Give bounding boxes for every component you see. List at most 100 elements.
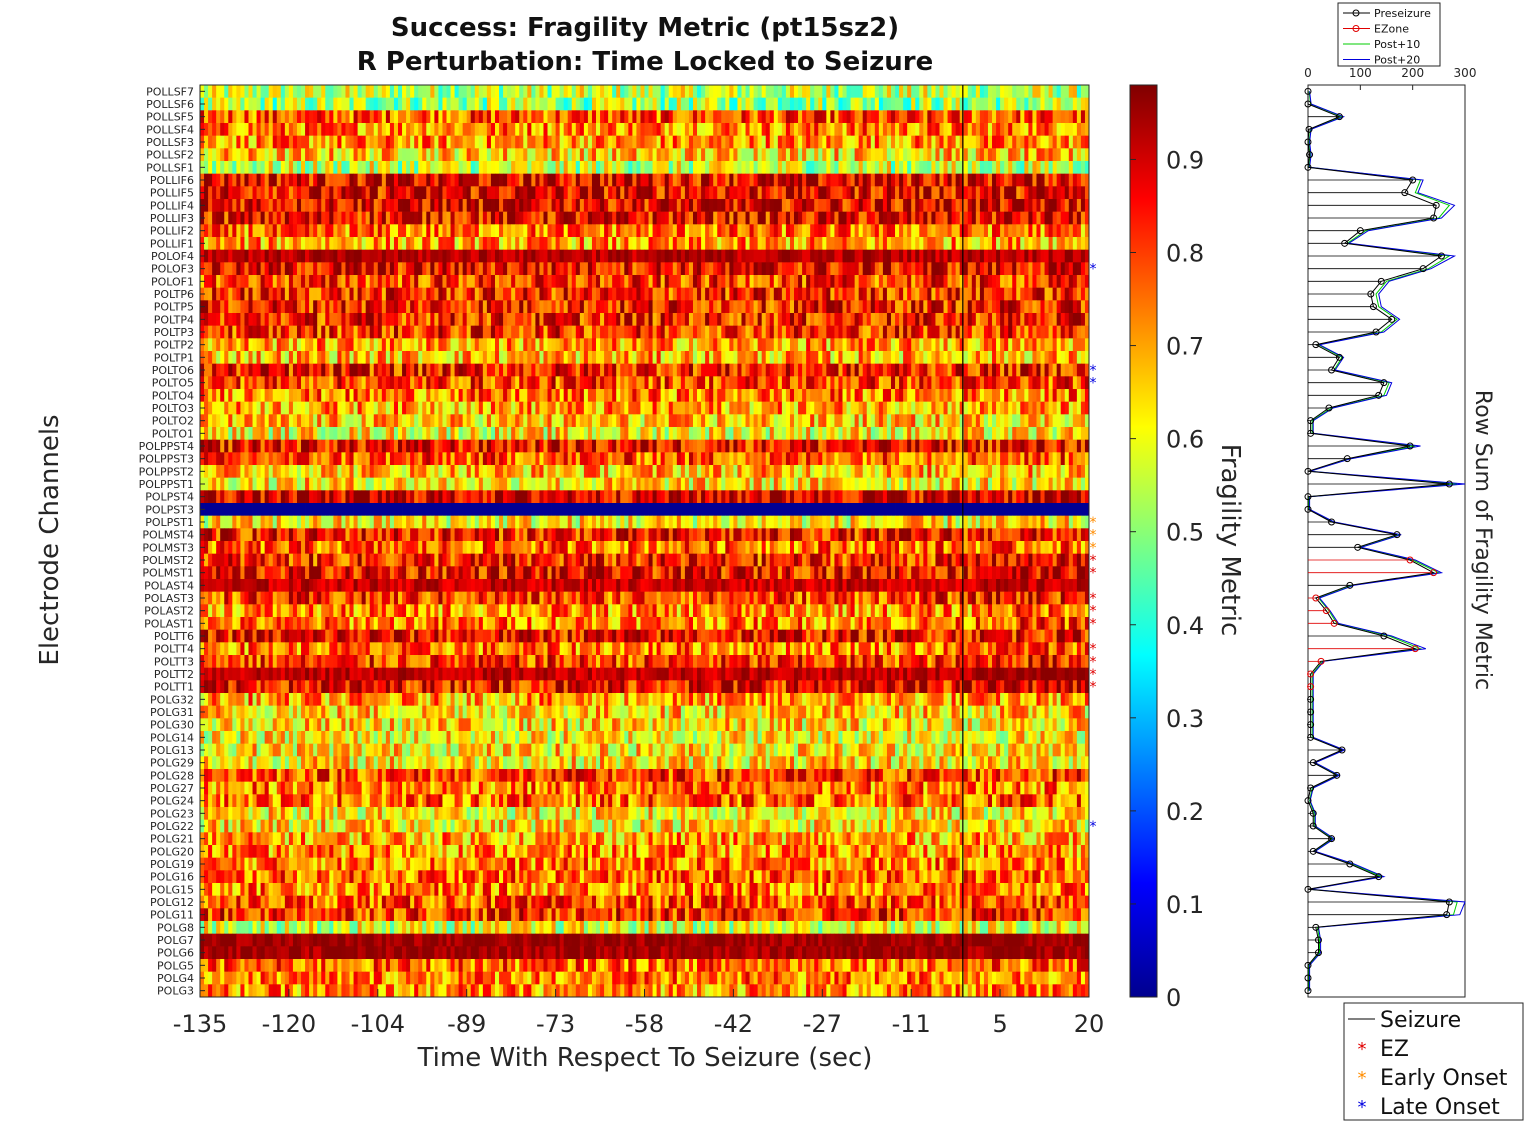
heatmap-cell (515, 300, 520, 314)
heatmap-cell (381, 186, 387, 200)
heatmap-cell (676, 85, 682, 98)
heatmap-cell (220, 161, 225, 174)
heatmap-cell (733, 135, 738, 149)
heatmap-cell (240, 262, 245, 276)
heatmap-cell (951, 237, 957, 250)
heatmap-cell (446, 300, 451, 314)
heatmap-cell (810, 351, 815, 364)
heatmap-cell (1072, 97, 1078, 111)
heatmap-cell (296, 224, 302, 238)
heatmap-cell (341, 85, 346, 98)
heatmap-cell (414, 224, 419, 238)
heatmap-cell (240, 161, 245, 174)
heatmap-cell (923, 351, 928, 364)
heatmap-cell (1072, 249, 1078, 263)
heatmap-cell (555, 351, 561, 364)
heatmap-cell (305, 110, 310, 124)
heatmap-cell (296, 211, 302, 225)
heatmap-cell (878, 186, 884, 200)
heatmap-cell (305, 287, 310, 301)
heatmap-cell (551, 173, 556, 187)
heatmap-cell (745, 351, 750, 364)
heatmap-cell (672, 211, 678, 225)
heatmap-cell (753, 262, 759, 276)
heatmap-cell (1056, 313, 1062, 326)
heatmap-cell (503, 199, 508, 212)
heatmap-cell (511, 85, 516, 98)
heatmap-cell (975, 97, 981, 111)
heatmap-cell (834, 85, 839, 98)
heatmap-cell (499, 224, 504, 238)
heatmap-cell (688, 110, 694, 124)
heatmap-cell (672, 224, 678, 238)
heatmap-cell (434, 224, 439, 238)
heatmap-cell (838, 249, 843, 263)
heatmap-cell (365, 300, 371, 314)
heatmap-cell (749, 325, 754, 339)
heatmap-cell (228, 325, 233, 339)
heatmap-cell (806, 110, 811, 124)
heatmap-cell (745, 363, 750, 377)
heatmap-cell (1008, 123, 1013, 136)
heatmap-cell (450, 173, 455, 187)
heatmap-cell (975, 110, 981, 124)
heatmap-cell (575, 199, 581, 212)
heatmap-cell (858, 275, 864, 288)
heatmap-cell (676, 275, 682, 288)
heatmap-cell (596, 97, 601, 111)
heatmap-cell (660, 135, 666, 149)
heatmap-cell (955, 351, 961, 364)
heatmap-cell (818, 275, 823, 288)
heatmap-cell (365, 85, 371, 98)
heatmap-cell (757, 161, 763, 174)
heatmap-cell (806, 135, 811, 149)
heatmap-cell (967, 110, 973, 124)
heatmap-cell (309, 224, 314, 238)
heatmap-cell (567, 363, 573, 377)
heatmap-cell (761, 363, 767, 377)
heatmap-cell (511, 97, 516, 111)
heatmap-cell (850, 97, 856, 111)
heatmap-cell (1044, 161, 1049, 174)
heatmap-cell (656, 85, 662, 98)
heatmap-cell (789, 97, 795, 111)
heatmap-cell (1056, 173, 1062, 187)
heatmap-cell (240, 173, 245, 187)
heatmap-cell (927, 161, 932, 174)
heatmap-cell (660, 85, 666, 98)
heatmap-cell (648, 211, 653, 225)
heatmap-cell (418, 325, 423, 339)
heatmap-cell (818, 173, 823, 187)
heatmap-cell (1020, 97, 1025, 111)
heatmap-cell (987, 313, 993, 326)
heatmap-cell (891, 237, 896, 250)
heatmap-cell (442, 300, 447, 314)
heatmap-cell (208, 262, 213, 276)
heatmap-cell (850, 224, 856, 238)
heatmap-cell (527, 224, 532, 238)
heatmap-cell (373, 224, 379, 238)
heatmap-cell (1036, 85, 1041, 98)
heatmap-cell (349, 110, 354, 124)
heatmap-cell (256, 275, 262, 288)
heatmap-cell (604, 262, 609, 276)
heatmap-cell (866, 161, 872, 174)
heatmap-cell (482, 351, 488, 364)
heatmap-cell (208, 363, 213, 377)
heatmap-cell (478, 300, 484, 314)
heatmap-cell (838, 287, 843, 301)
heatmap-cell (911, 186, 916, 200)
heatmap-cell (539, 135, 544, 149)
heatmap-cell (741, 186, 746, 200)
heatmap-cell (466, 148, 472, 162)
heatmap-cell (329, 211, 334, 225)
heatmap-cell (503, 123, 508, 136)
heatmap-cell (1024, 135, 1029, 149)
heatmap-cell (616, 186, 621, 200)
heatmap-cell (899, 211, 904, 225)
heatmap-cell (612, 224, 617, 238)
heatmap-cell (620, 351, 625, 364)
heatmap-cell (361, 249, 367, 263)
heatmap-cell (785, 275, 791, 288)
heatmap-cell (729, 237, 734, 250)
